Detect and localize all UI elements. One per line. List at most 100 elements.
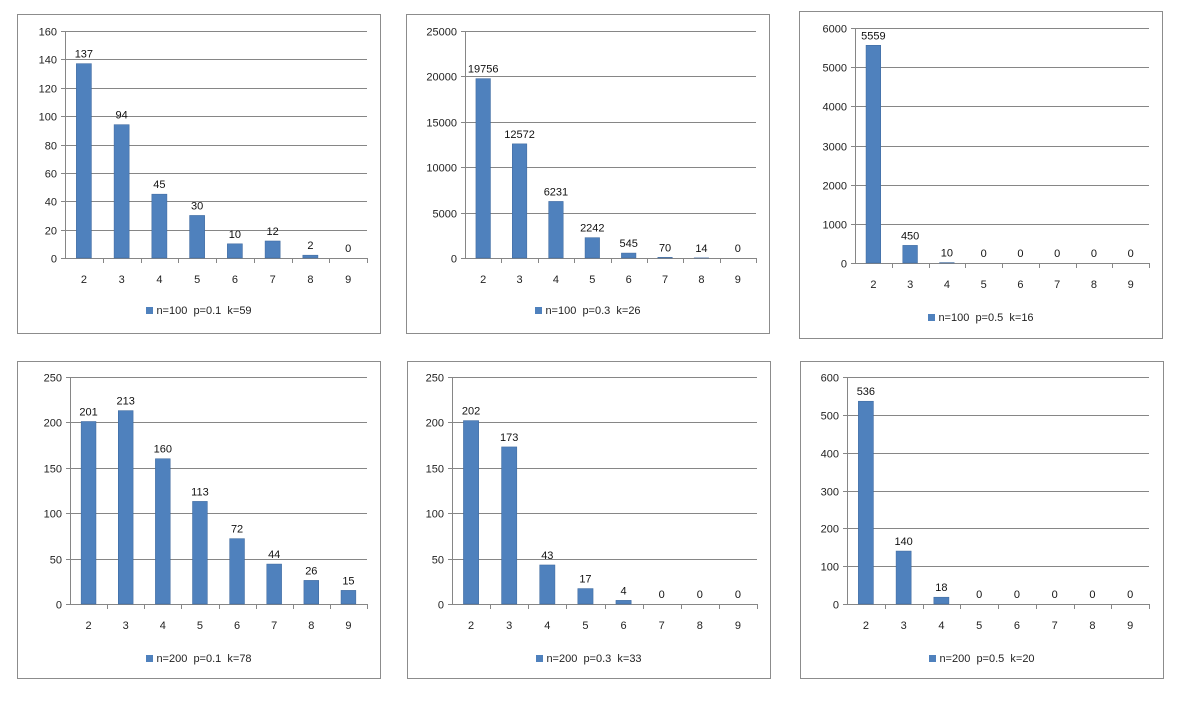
x-tick-label: 4	[156, 274, 162, 286]
x-tick-label: 6	[621, 620, 627, 632]
x-tick-label: 5	[194, 274, 200, 286]
x-tick-label: 3	[119, 274, 125, 286]
bar	[76, 63, 92, 259]
data-label: 160	[154, 444, 172, 456]
x-tick-label: 7	[659, 620, 665, 632]
bar	[577, 588, 594, 605]
x-tick-label: 9	[345, 620, 351, 632]
y-tick-label: 200	[426, 418, 444, 430]
data-label: 17	[579, 574, 591, 586]
bar	[463, 420, 479, 605]
legend: n=100 p=0.5 k=16	[800, 312, 1162, 324]
bar	[264, 240, 281, 259]
x-tick-label: 9	[735, 274, 741, 286]
y-tick-label: 0	[451, 254, 457, 266]
data-label: 0	[659, 589, 665, 601]
data-label: 18	[935, 582, 947, 594]
y-tick-label: 40	[45, 197, 57, 209]
data-label: 0	[1014, 589, 1020, 601]
data-label: 72	[231, 524, 243, 536]
y-tick-label: 60	[45, 169, 57, 181]
data-label: 137	[75, 49, 93, 61]
chart-panel-5: 0 50 100 150 200 250 202 2 173 3 43 4 17 5 4 6 0 7 0 8 0 9 n=…	[407, 361, 771, 679]
legend-label: n=100 p=0.5 k=16	[938, 312, 1034, 324]
x-tick-label: 4	[553, 274, 559, 286]
y-tick-label: 250	[44, 373, 62, 385]
y-tick-label: 6000	[823, 24, 847, 36]
y-tick-label: 400	[821, 449, 839, 461]
data-label: 26	[305, 565, 317, 577]
data-label: 202	[462, 406, 480, 418]
data-label: 15	[342, 575, 354, 587]
data-label: 536	[857, 386, 875, 398]
x-tick-label: 8	[698, 274, 704, 286]
chart-panel-1: 0 20 40 60 80 100 120 140 160 137 2 94 3 45 4 30 5 10 6 12 7…	[17, 14, 381, 334]
bar	[621, 252, 637, 259]
bar	[80, 421, 97, 605]
data-label: 12572	[504, 129, 535, 141]
data-label: 94	[116, 110, 128, 122]
data-label: 6231	[544, 186, 568, 198]
y-tick-label: 150	[44, 464, 62, 476]
data-label: 30	[191, 200, 203, 212]
y-tick-label: 5000	[823, 63, 847, 75]
x-tick-label: 3	[907, 279, 913, 291]
x-tick-label: 4	[160, 620, 166, 632]
x-tick-label: 9	[735, 620, 741, 632]
bar	[895, 550, 912, 605]
y-tick-label: 50	[432, 555, 444, 567]
y-tick-label: 160	[39, 27, 57, 39]
x-tick-label: 2	[870, 279, 876, 291]
x-tick-label: 6	[626, 274, 632, 286]
chart-panel-3: 0 1000 2000 3000 4000 5000 6000 5559 2 450 3 10 4 0 5 0…	[799, 11, 1163, 339]
chart-panel-6: 0 100 200 300 400 500 600 536 2 140 3 18 4 0 5 0 6 0 7 0 8 0 9…	[800, 361, 1164, 679]
x-tick-label: 8	[308, 620, 314, 632]
x-tick-label: 2	[863, 620, 869, 632]
data-label: 44	[268, 549, 280, 561]
legend: n=100 p=0.3 k=26	[407, 305, 769, 317]
y-tick-label: 1000	[823, 220, 847, 232]
y-tick-label: 4000	[823, 102, 847, 114]
x-tick-label: 7	[1054, 279, 1060, 291]
y-tick-label: 200	[821, 524, 839, 536]
x-tick-label: 4	[544, 620, 550, 632]
x-tick-label: 8	[1089, 620, 1095, 632]
x-tick-label: 9	[345, 274, 351, 286]
y-tick-label: 0	[438, 600, 444, 612]
bar	[302, 254, 319, 259]
data-label: 0	[735, 589, 741, 601]
data-label: 45	[153, 179, 165, 191]
y-tick-label: 10000	[426, 163, 457, 175]
data-label: 43	[541, 550, 553, 562]
data-label: 545	[620, 238, 638, 250]
bar	[615, 600, 632, 605]
data-label: 0	[1089, 589, 1095, 601]
bar	[501, 446, 518, 605]
x-tick-label: 7	[270, 274, 276, 286]
data-label: 0	[1052, 589, 1058, 601]
bar	[548, 201, 564, 259]
bar	[865, 45, 881, 264]
data-label: 140	[894, 536, 912, 548]
bar	[118, 410, 134, 605]
bar	[539, 564, 556, 605]
x-tick-label: 6	[232, 274, 238, 286]
x-tick-label: 5	[589, 274, 595, 286]
data-label: 0	[1091, 248, 1097, 260]
data-label: 0	[981, 248, 987, 260]
bar-chart-2: 0 5000 10000 15000 20000 25000 19756 2 12572 3 623…	[426, 27, 757, 286]
legend-label: n=100 p=0.3 k=26	[545, 305, 641, 317]
legend-swatch	[535, 307, 543, 314]
data-label: 0	[976, 589, 982, 601]
y-tick-label: 0	[51, 254, 57, 266]
x-tick-label: 7	[1052, 620, 1058, 632]
legend-swatch	[929, 655, 937, 662]
y-tick-label: 50	[50, 555, 62, 567]
legend-label: n=200 p=0.5 k=20	[939, 653, 1035, 665]
x-tick-label: 8	[307, 274, 313, 286]
y-tick-label: 2000	[823, 181, 847, 193]
y-tick-label: 250	[426, 373, 444, 385]
data-label: 2242	[580, 223, 604, 235]
y-tick-label: 200	[44, 418, 62, 430]
data-label: 10	[229, 229, 241, 241]
